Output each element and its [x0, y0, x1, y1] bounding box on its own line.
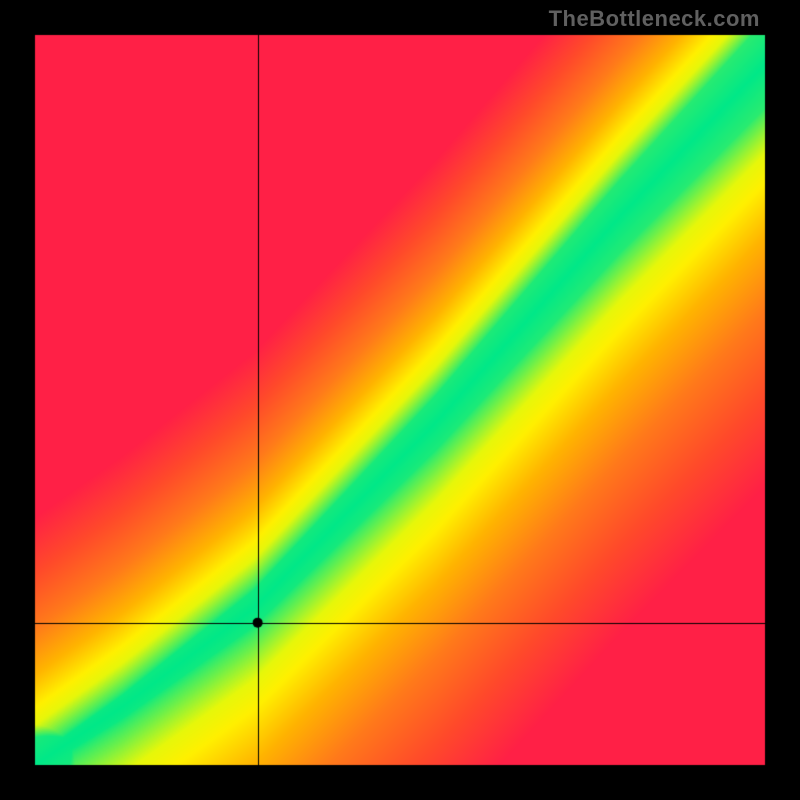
bottleneck-heatmap-canvas [0, 0, 800, 800]
watermark-label: TheBottleneck.com [549, 6, 760, 32]
